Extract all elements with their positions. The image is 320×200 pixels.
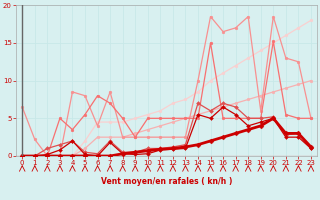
X-axis label: Vent moyen/en rafales ( kn/h ): Vent moyen/en rafales ( kn/h ) bbox=[101, 177, 232, 186]
